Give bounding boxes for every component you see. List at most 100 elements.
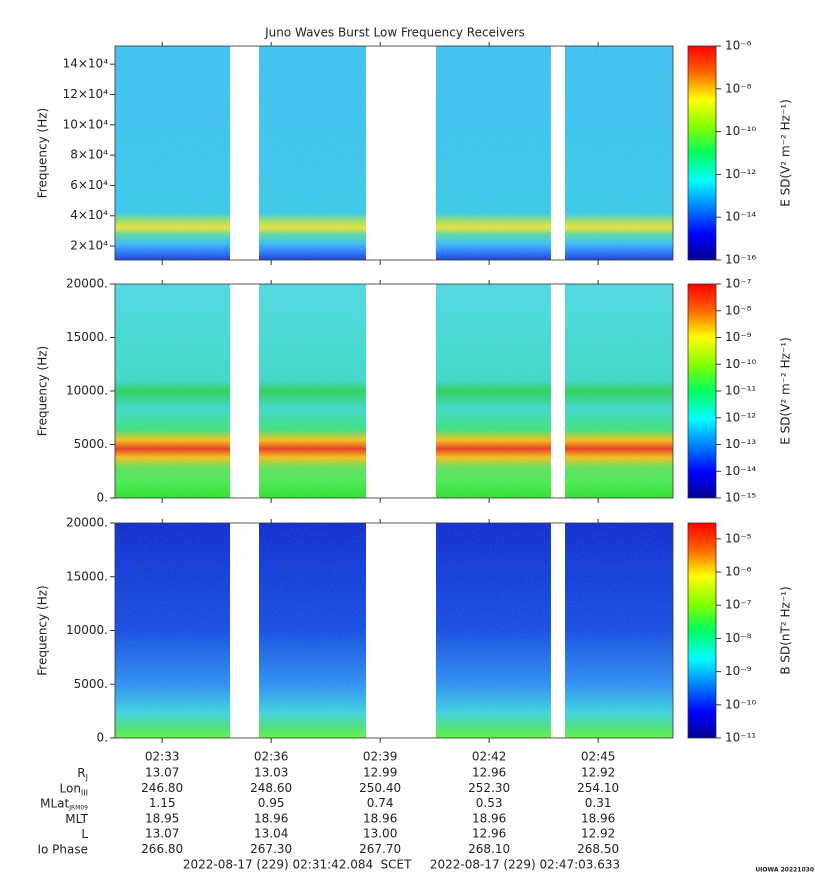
colorbar-tick-label: 10⁻¹² xyxy=(725,410,756,424)
segment-texture xyxy=(435,284,551,498)
colorbar-tick-label: 10⁻⁵ xyxy=(725,531,752,545)
ephemeris-value: 18.96 xyxy=(581,811,615,825)
y-tick-label: 4×10⁴ xyxy=(70,208,108,222)
ephemeris: RJ 13.07 13.03 12.99 12.96 12.92 LonIII 246.80 2… xyxy=(37,766,619,857)
ephemeris-value: 18.96 xyxy=(363,811,397,825)
ephemeris-value: 250.40 xyxy=(359,781,401,795)
segment-texture xyxy=(258,284,366,498)
ephemeris-value: 12.96 xyxy=(472,827,506,841)
segment-texture xyxy=(115,284,231,498)
ephemeris-value: 13.07 xyxy=(145,766,179,780)
colorbar-label: E SD(V² m⁻² Hz⁻¹) xyxy=(779,99,793,207)
x-tick-label: 02:33 xyxy=(145,750,180,764)
y-tick-label: 10000. xyxy=(66,384,108,398)
y-tick-label: 14×10⁴ xyxy=(63,57,109,71)
ephemeris-value: 0.95 xyxy=(258,796,285,810)
colorbar-tick-label: 10⁻¹³ xyxy=(725,437,756,451)
y-tick-label: 2×10⁴ xyxy=(70,239,108,253)
y-tick-label: 6×10⁴ xyxy=(70,178,108,192)
ephemeris-value: 18.96 xyxy=(254,811,288,825)
panel-frame xyxy=(114,45,674,261)
x-tick-label: 02:45 xyxy=(581,750,616,764)
ephemeris-value: 267.30 xyxy=(250,842,292,856)
ephemeris-value: 13.07 xyxy=(145,827,179,841)
segment-texture xyxy=(435,46,551,260)
ephemeris-value: 12.92 xyxy=(581,766,615,780)
colorbar-tick-label: 10⁻¹⁴ xyxy=(725,464,756,478)
start-time: 2022-08-17 (229) 02:31:42.084 xyxy=(183,858,373,872)
colorbar-tick-label: 10⁻¹⁶ xyxy=(725,253,756,267)
row-label-text: MLT xyxy=(65,811,88,825)
ephemeris-value: 12.99 xyxy=(363,766,397,780)
ephemeris-value: 246.80 xyxy=(141,781,183,795)
ephemeris-value: 12.92 xyxy=(581,827,615,841)
row-label: MLatJRM09 xyxy=(40,796,88,811)
row-label: Io Phase xyxy=(37,842,88,856)
row-label: LonIII xyxy=(60,781,89,797)
ephemeris-value: 18.95 xyxy=(145,811,179,825)
segment-texture xyxy=(258,46,366,260)
colorbar-label: E SD(V² m⁻² Hz⁻¹) xyxy=(779,337,793,445)
y-tick-label: 10000. xyxy=(66,623,108,637)
stamp: UIOWA 20221030 xyxy=(755,867,814,874)
colorbar-tick-label: 10⁻⁷ xyxy=(725,277,752,291)
y-tick-label: 15000. xyxy=(66,330,108,344)
colorbar-tick-label: 10⁻⁸ xyxy=(725,81,752,95)
colorbar-tick-label: 10⁻¹⁴ xyxy=(725,210,756,224)
y-tick-label: 12×10⁴ xyxy=(63,87,109,101)
ephemeris-value: 0.31 xyxy=(585,796,612,810)
colorbar-tick-label: 10⁻⁹ xyxy=(725,330,752,344)
title: Juno Waves Burst Low Frequency Receivers xyxy=(264,26,525,40)
colorbar-tick-label: 10⁻¹¹ xyxy=(725,384,756,398)
ephemeris-value: 254.10 xyxy=(577,781,619,795)
y-axis-label: Frequency (Hz) xyxy=(36,346,50,437)
row-label-text: L xyxy=(81,827,88,841)
ephemeris-value: 268.50 xyxy=(577,842,619,856)
row-label-sub: J xyxy=(85,773,88,782)
ephemeris-value: 1.15 xyxy=(149,796,176,810)
row-label-text: Lon xyxy=(60,781,81,795)
ephemeris-value: 13.04 xyxy=(254,827,288,841)
colorbar-tick-label: 10⁻⁸ xyxy=(725,631,752,645)
ephemeris-value: 248.60 xyxy=(250,781,292,795)
y-tick-label: 10×10⁴ xyxy=(63,117,109,131)
colorbar xyxy=(687,283,717,499)
ephemeris-value: 268.10 xyxy=(468,842,510,856)
row-label-sub: JRM09 xyxy=(68,804,88,811)
ephemeris-value: 18.96 xyxy=(472,811,506,825)
colorbar-tick-label: 10⁻¹⁵ xyxy=(725,491,756,505)
row-label-text: R xyxy=(77,766,85,780)
row-label: RJ xyxy=(77,766,88,782)
segment-texture xyxy=(115,523,231,738)
segment-texture xyxy=(435,523,551,738)
x-tick-label: 02:39 xyxy=(363,750,398,764)
segment-texture xyxy=(258,523,366,738)
segment-texture xyxy=(565,523,673,738)
row-label: L xyxy=(81,827,88,841)
segment-texture xyxy=(565,46,673,260)
x-tick-label: 02:42 xyxy=(472,750,507,764)
row-label-text: MLat xyxy=(40,796,69,810)
y-tick-label: 15000. xyxy=(66,569,108,583)
y-tick-label: 8×10⁴ xyxy=(70,148,108,162)
y-tick-label: 0. xyxy=(97,731,108,745)
segment-texture xyxy=(565,284,673,498)
ephemeris-value: 266.80 xyxy=(141,842,183,856)
x-tick-label: 02:36 xyxy=(254,750,289,764)
colorbar-tick-label: 10⁻¹² xyxy=(725,167,756,181)
y-axis-label: Frequency (Hz) xyxy=(36,585,50,676)
y-tick-label: 5000. xyxy=(74,437,108,451)
y-tick-label: 0. xyxy=(97,491,108,505)
colorbar-tick-label: 10⁻⁹ xyxy=(725,664,752,678)
segment-texture xyxy=(115,46,231,260)
row-label-text: Io Phase xyxy=(37,842,88,856)
colorbar-tick-label: 10⁻¹¹ xyxy=(725,731,756,745)
ephemeris-value: 13.03 xyxy=(254,766,288,780)
colorbar-tick-label: 10⁻⁷ xyxy=(725,598,752,612)
ephemeris-value: 13.00 xyxy=(363,827,397,841)
y-tick-label: 20000. xyxy=(66,277,108,291)
row-label-sub: III xyxy=(81,788,88,797)
ephemeris-value: 267.70 xyxy=(359,842,401,856)
colorbar-label: B SD(nT² Hz⁻¹) xyxy=(779,586,793,674)
